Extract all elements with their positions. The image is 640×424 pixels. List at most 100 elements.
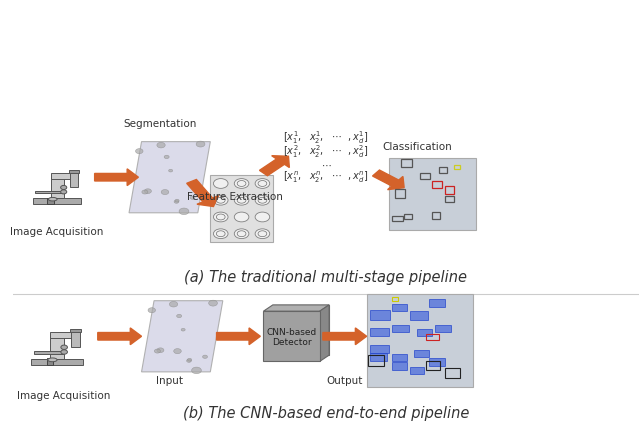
Circle shape bbox=[234, 195, 249, 205]
Polygon shape bbox=[273, 305, 329, 355]
Circle shape bbox=[154, 349, 161, 353]
Bar bbox=[34, 351, 64, 354]
Circle shape bbox=[234, 229, 249, 239]
Bar bbox=[370, 310, 390, 320]
Circle shape bbox=[145, 189, 152, 193]
Bar bbox=[426, 360, 440, 370]
Circle shape bbox=[161, 190, 169, 195]
Circle shape bbox=[170, 301, 178, 307]
Bar bbox=[70, 173, 78, 187]
Bar bbox=[392, 324, 409, 332]
Circle shape bbox=[157, 348, 164, 353]
Bar bbox=[71, 332, 79, 347]
Text: $[x_1^2,\ \ x_2^2,\ \ \cdots\ \ ,x_d^2]$: $[x_1^2,\ \ x_2^2,\ \ \cdots\ \ ,x_d^2]$ bbox=[284, 144, 369, 161]
FancyArrow shape bbox=[98, 328, 141, 345]
Bar bbox=[51, 177, 64, 198]
Polygon shape bbox=[141, 301, 223, 372]
Bar bbox=[420, 173, 430, 179]
Circle shape bbox=[255, 212, 269, 222]
Bar bbox=[426, 334, 438, 340]
Text: $[x_1^1,\ \ x_2^1,\ \ \cdots\ \ ,x_d^1]$: $[x_1^1,\ \ x_2^1,\ \ \cdots\ \ ,x_d^1]$ bbox=[284, 129, 369, 146]
Ellipse shape bbox=[49, 198, 57, 201]
Polygon shape bbox=[320, 305, 329, 361]
Bar bbox=[454, 165, 460, 169]
Circle shape bbox=[142, 190, 148, 194]
Circle shape bbox=[61, 350, 67, 354]
Circle shape bbox=[61, 345, 67, 349]
Polygon shape bbox=[129, 142, 211, 213]
Polygon shape bbox=[264, 305, 329, 311]
Circle shape bbox=[61, 185, 67, 190]
Bar bbox=[69, 170, 79, 173]
Bar bbox=[33, 198, 81, 204]
Circle shape bbox=[164, 155, 169, 159]
Bar bbox=[47, 198, 54, 204]
Bar bbox=[445, 368, 460, 378]
Text: Image Acquisition: Image Acquisition bbox=[10, 227, 104, 237]
FancyArrow shape bbox=[187, 179, 219, 206]
Bar bbox=[370, 353, 387, 361]
Circle shape bbox=[181, 328, 185, 331]
Bar bbox=[410, 311, 428, 320]
Circle shape bbox=[213, 179, 228, 188]
Circle shape bbox=[255, 179, 269, 188]
Bar bbox=[413, 350, 429, 357]
Text: (a) The traditional multi-stage pipeline: (a) The traditional multi-stage pipeline bbox=[184, 270, 467, 285]
Bar bbox=[392, 304, 407, 311]
Text: Image Acquisition: Image Acquisition bbox=[17, 391, 110, 401]
Text: (b) The CNN-based end-to-end pipeline: (b) The CNN-based end-to-end pipeline bbox=[183, 406, 469, 421]
Circle shape bbox=[173, 349, 181, 354]
Bar bbox=[445, 186, 454, 194]
Text: Input: Input bbox=[156, 376, 183, 386]
Text: Detector: Detector bbox=[272, 338, 312, 347]
Bar bbox=[392, 354, 407, 361]
Text: $[x_1^n,\ \ x_2^n,\ \ \cdots\ \ ,x_d^n]$: $[x_1^n,\ \ x_2^n,\ \ \cdots\ \ ,x_d^n]$ bbox=[284, 170, 369, 185]
Bar bbox=[417, 329, 432, 336]
Circle shape bbox=[179, 208, 189, 215]
Circle shape bbox=[234, 212, 249, 222]
Circle shape bbox=[196, 141, 205, 147]
FancyArrow shape bbox=[95, 169, 138, 186]
Bar bbox=[370, 328, 388, 336]
Circle shape bbox=[255, 229, 269, 239]
Bar bbox=[211, 175, 273, 242]
Circle shape bbox=[136, 149, 143, 153]
Bar bbox=[429, 299, 445, 307]
Text: Output: Output bbox=[326, 376, 363, 386]
Bar bbox=[35, 191, 64, 193]
Circle shape bbox=[209, 300, 218, 306]
Bar bbox=[51, 173, 75, 179]
Ellipse shape bbox=[48, 358, 57, 362]
Text: Feature Extraction: Feature Extraction bbox=[188, 192, 284, 202]
Bar bbox=[264, 311, 320, 361]
Bar bbox=[432, 212, 440, 219]
Circle shape bbox=[177, 314, 182, 318]
FancyArrow shape bbox=[259, 156, 289, 176]
Bar bbox=[392, 297, 398, 301]
FancyArrow shape bbox=[372, 170, 404, 190]
Circle shape bbox=[174, 200, 179, 203]
Circle shape bbox=[188, 358, 191, 361]
Circle shape bbox=[234, 179, 249, 188]
Bar bbox=[401, 159, 412, 167]
Circle shape bbox=[168, 169, 173, 172]
Bar bbox=[47, 358, 53, 365]
Circle shape bbox=[213, 229, 228, 239]
FancyArrow shape bbox=[216, 328, 260, 345]
Circle shape bbox=[157, 142, 165, 148]
Circle shape bbox=[61, 190, 67, 194]
Circle shape bbox=[191, 367, 202, 374]
Bar bbox=[50, 332, 76, 338]
FancyArrow shape bbox=[323, 328, 367, 345]
Bar bbox=[368, 355, 383, 365]
Bar bbox=[395, 189, 404, 198]
Bar bbox=[370, 345, 388, 353]
Bar bbox=[438, 167, 447, 173]
Bar bbox=[388, 159, 476, 229]
Text: $\cdots$: $\cdots$ bbox=[321, 160, 332, 170]
Bar bbox=[392, 216, 403, 221]
Bar bbox=[435, 324, 451, 332]
Bar bbox=[50, 336, 64, 359]
Bar bbox=[404, 214, 412, 219]
Text: CNN-based: CNN-based bbox=[266, 328, 317, 337]
